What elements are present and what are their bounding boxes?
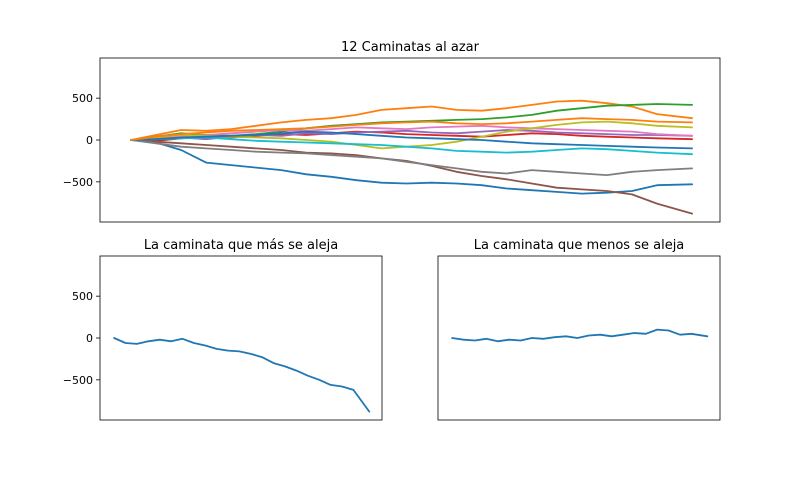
chart-title-farthest-walk: La caminata que más se aleja xyxy=(144,238,338,253)
series-line-all-walks-11 xyxy=(130,130,693,150)
panel-farthest-walk: La caminata que más se aleja 500 0 −500 xyxy=(63,238,383,421)
series-line-all-walks-10 xyxy=(130,136,693,156)
axes-frame-farthest-walk xyxy=(99,255,383,421)
series-line-all-walks-12 xyxy=(130,117,693,141)
series-line-all-walks-2 xyxy=(130,99,693,141)
axes-frame-nearest-walk xyxy=(437,255,721,421)
panel-nearest-walk: La caminata que menos se aleja xyxy=(437,238,721,421)
panel-all-walks: 12 Caminatas al azar 500 0 −500 xyxy=(63,40,721,223)
series-line-nearest-walk-1 xyxy=(451,328,709,343)
series-line-all-walks-5 xyxy=(130,129,693,141)
y-tick-label: 0 xyxy=(86,332,93,345)
plot-area-all-walks: 500 0 −500 xyxy=(63,92,693,215)
y-tick-label: 0 xyxy=(86,134,93,147)
y-tick-label: −500 xyxy=(63,374,93,387)
y-tick-label: 500 xyxy=(72,290,93,303)
plot-area-nearest-walk xyxy=(451,328,709,343)
plot-area-farthest-walk: 500 0 −500 xyxy=(63,290,371,413)
chart-title-nearest-walk: La caminata que menos se aleja xyxy=(474,238,685,253)
series-line-all-walks-8 xyxy=(130,139,693,177)
series-line-farthest-walk-1 xyxy=(113,337,371,413)
y-tick-label: 500 xyxy=(72,92,93,105)
axes-frame-all-walks xyxy=(99,57,721,223)
series-line-all-walks-7 xyxy=(130,124,693,141)
y-tick-label: −500 xyxy=(63,176,93,189)
chart-title-all-walks: 12 Caminatas al azar xyxy=(341,40,480,55)
series-line-all-walks-1 xyxy=(130,139,693,195)
